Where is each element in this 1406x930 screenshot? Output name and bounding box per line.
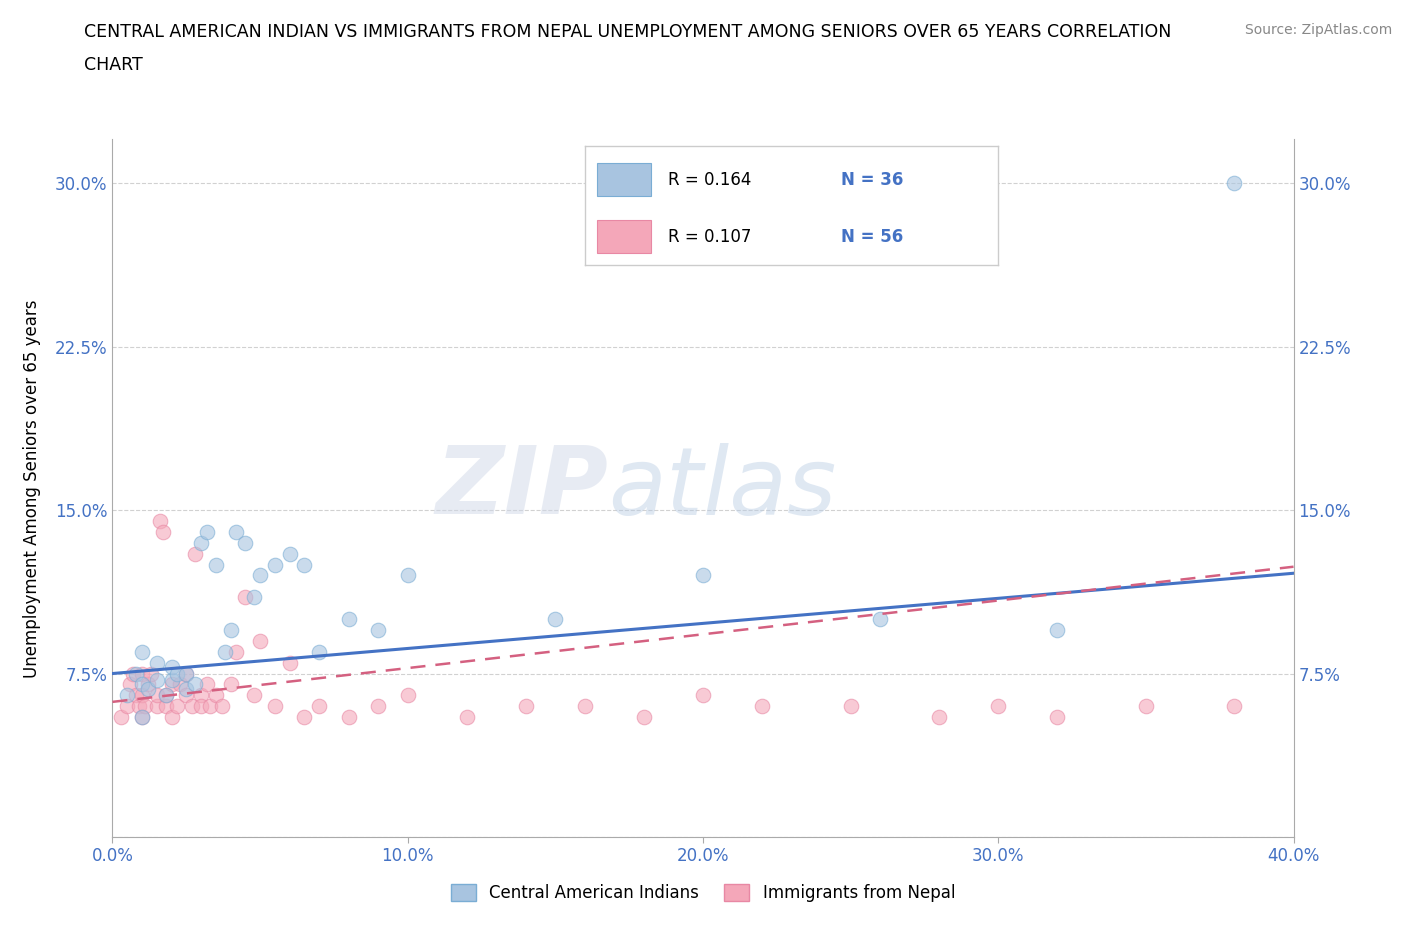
- Point: [243, 590, 266, 604]
- Point: [131, 677, 153, 692]
- Point: [149, 513, 172, 528]
- Point: [337, 612, 360, 627]
- Point: [146, 688, 169, 703]
- Point: [146, 656, 169, 671]
- Point: [264, 698, 287, 713]
- Point: [367, 622, 389, 637]
- Point: [1223, 176, 1246, 191]
- Point: [337, 710, 360, 724]
- Point: [456, 710, 478, 724]
- Point: [174, 666, 197, 681]
- Point: [839, 698, 862, 713]
- Point: [117, 688, 138, 703]
- Point: [292, 557, 315, 572]
- Point: [195, 525, 218, 539]
- Point: [131, 644, 153, 659]
- Text: CENTRAL AMERICAN INDIAN VS IMMIGRANTS FROM NEPAL UNEMPLOYMENT AMONG SENIORS OVER: CENTRAL AMERICAN INDIAN VS IMMIGRANTS FR…: [84, 23, 1171, 41]
- Point: [117, 698, 138, 713]
- Point: [233, 590, 256, 604]
- Point: [308, 644, 330, 659]
- Point: [225, 644, 247, 659]
- Point: [155, 688, 177, 703]
- Point: [233, 536, 256, 551]
- Point: [139, 666, 162, 681]
- Point: [249, 633, 271, 648]
- Point: [574, 698, 596, 713]
- Point: [166, 698, 188, 713]
- Point: [128, 698, 150, 713]
- Point: [367, 698, 389, 713]
- Point: [120, 677, 142, 692]
- Y-axis label: Unemployment Among Seniors over 65 years: Unemployment Among Seniors over 65 years: [22, 299, 41, 677]
- Point: [515, 698, 537, 713]
- Point: [633, 710, 655, 724]
- Point: [155, 688, 177, 703]
- Point: [160, 672, 183, 687]
- Point: [134, 698, 156, 713]
- Point: [181, 698, 204, 713]
- Point: [131, 666, 153, 681]
- Text: atlas: atlas: [609, 443, 837, 534]
- Point: [1046, 622, 1069, 637]
- Point: [544, 612, 567, 627]
- Point: [169, 677, 191, 692]
- Point: [131, 710, 153, 724]
- Point: [195, 677, 218, 692]
- Legend: Central American Indians, Immigrants from Nepal: Central American Indians, Immigrants fro…: [444, 877, 962, 909]
- Text: Source: ZipAtlas.com: Source: ZipAtlas.com: [1244, 23, 1392, 37]
- Point: [190, 536, 212, 551]
- Point: [249, 568, 271, 583]
- Point: [928, 710, 950, 724]
- Point: [174, 682, 197, 697]
- Point: [122, 666, 145, 681]
- Point: [264, 557, 287, 572]
- Point: [131, 688, 153, 703]
- Point: [110, 710, 132, 724]
- Point: [184, 546, 207, 561]
- Point: [1135, 698, 1157, 713]
- Point: [211, 698, 233, 713]
- Text: CHART: CHART: [84, 56, 143, 73]
- Point: [136, 677, 159, 692]
- Point: [214, 644, 236, 659]
- Point: [1046, 710, 1069, 724]
- Point: [292, 710, 315, 724]
- Point: [1223, 698, 1246, 713]
- Point: [278, 656, 301, 671]
- Point: [155, 698, 177, 713]
- Point: [131, 710, 153, 724]
- Point: [225, 525, 247, 539]
- Point: [987, 698, 1010, 713]
- Point: [205, 557, 228, 572]
- Point: [692, 568, 714, 583]
- Point: [205, 688, 228, 703]
- Point: [278, 546, 301, 561]
- Point: [146, 698, 169, 713]
- Point: [219, 622, 242, 637]
- Point: [198, 698, 221, 713]
- Point: [243, 688, 266, 703]
- Point: [166, 666, 188, 681]
- Point: [174, 666, 197, 681]
- Point: [152, 525, 174, 539]
- Point: [125, 688, 148, 703]
- Point: [396, 568, 419, 583]
- Point: [174, 688, 197, 703]
- Point: [751, 698, 773, 713]
- Point: [219, 677, 242, 692]
- Point: [146, 672, 169, 687]
- Point: [692, 688, 714, 703]
- Point: [190, 688, 212, 703]
- Text: ZIP: ZIP: [436, 443, 609, 534]
- Point: [160, 659, 183, 674]
- Point: [160, 710, 183, 724]
- Point: [396, 688, 419, 703]
- Point: [136, 682, 159, 697]
- Point: [125, 666, 148, 681]
- Point: [308, 698, 330, 713]
- Point: [869, 612, 891, 627]
- Point: [184, 677, 207, 692]
- Point: [190, 698, 212, 713]
- Point: [160, 677, 183, 692]
